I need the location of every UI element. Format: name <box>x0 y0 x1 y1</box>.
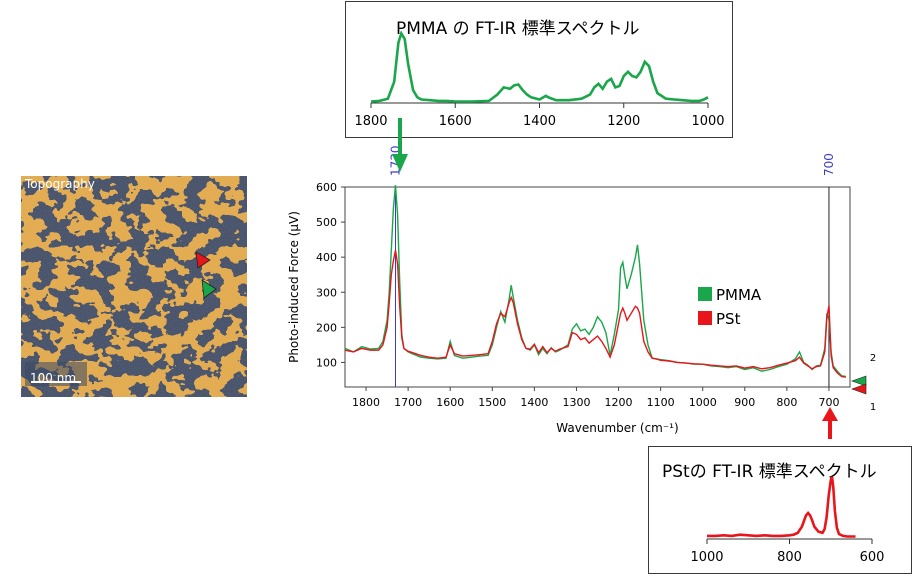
main-x-tick-label: 1500 <box>478 396 506 409</box>
pmma-ref-tick-label: 1800 <box>354 114 387 129</box>
legend-swatch-pst <box>698 311 712 325</box>
main-y-axis-label: Photo-induced Force (μV) <box>287 211 301 363</box>
main-x-tick-label: 1300 <box>562 396 590 409</box>
pst-ref-series-line <box>707 476 856 538</box>
right-green-marker-icon <box>851 375 867 387</box>
main-series-line-pmma <box>344 185 846 378</box>
main-x-tick-label: 1800 <box>352 396 380 409</box>
red-up-arrow <box>822 407 838 439</box>
green-down-arrow <box>392 118 408 172</box>
main-x-tick-label: 1600 <box>436 396 464 409</box>
pmma-ref-tick-label: 1200 <box>607 114 640 129</box>
right-label-upper: 2 <box>870 353 876 364</box>
main-y-tick-label: 400 <box>316 251 337 264</box>
pmma-ref-tick-label: 1600 <box>439 114 472 129</box>
red-marker-icon <box>195 251 211 269</box>
green-marker-icon <box>201 279 217 299</box>
legend-label-pmma: PMMA <box>716 286 762 304</box>
marker-label-700: 700 <box>822 153 836 176</box>
main-plot-frame <box>344 186 851 388</box>
topography-markers <box>195 251 217 299</box>
topography-label: Topography <box>25 177 95 191</box>
pmma-ref-tick-label: 1000 <box>691 114 724 129</box>
arrow-up-icon <box>822 407 838 421</box>
pmma-ref-tick-label: 1400 <box>523 114 556 129</box>
pst-reference-chart: 1000 800 600 <box>690 476 885 565</box>
pmma-reference-chart: 1800 1600 1400 1200 1000 <box>354 30 725 129</box>
right-red-marker-icon <box>851 383 867 395</box>
main-y-tick-label: 200 <box>316 321 337 334</box>
arrow-down-icon <box>392 154 408 172</box>
legend-swatch-pmma <box>698 287 712 301</box>
main-y-tick-label: 500 <box>316 216 337 229</box>
legend-label-pst: PSt <box>716 310 741 328</box>
pst-reference-box: PStの FT-IR 標準スペクトル 1000 800 600 <box>648 446 912 574</box>
main-series-line-pst <box>344 250 846 378</box>
main-x-tick-label: 800 <box>776 396 797 409</box>
main-y-tick-label: 100 <box>316 356 337 369</box>
main-y-tick-label: 600 <box>316 181 337 194</box>
main-y-tick-label: 300 <box>316 286 337 299</box>
main-x-tick-label: 1400 <box>520 396 548 409</box>
main-x-tick-label: 900 <box>734 396 755 409</box>
main-x-tick-label: 1200 <box>605 396 633 409</box>
pst-reference-title: PStの FT-IR 標準スペクトル <box>662 462 877 482</box>
main-x-tick-label: 700 <box>818 396 839 409</box>
main-x-axis-label: Wavenumber (cm⁻¹) <box>556 421 678 435</box>
main-x-tick-label: 1000 <box>689 396 717 409</box>
right-label-lower: 1 <box>870 402 876 413</box>
pst-ref-tick-label: 600 <box>860 550 885 565</box>
pmma-reference-box: PMMA の FT-IR 標準スペクトル 1800 1600 1400 1200 100… <box>345 1 733 138</box>
pst-ref-tick-label: 800 <box>777 550 802 565</box>
scale-bar-label: 100 nm <box>30 371 77 385</box>
pmma-ref-series-line <box>370 30 709 103</box>
pmma-reference-title: PMMA の FT-IR 標準スペクトル <box>396 19 640 39</box>
main-x-tick-label: 1100 <box>647 396 675 409</box>
pst-ref-tick-label: 1000 <box>690 550 723 565</box>
main-x-tick-label: 1700 <box>394 396 422 409</box>
